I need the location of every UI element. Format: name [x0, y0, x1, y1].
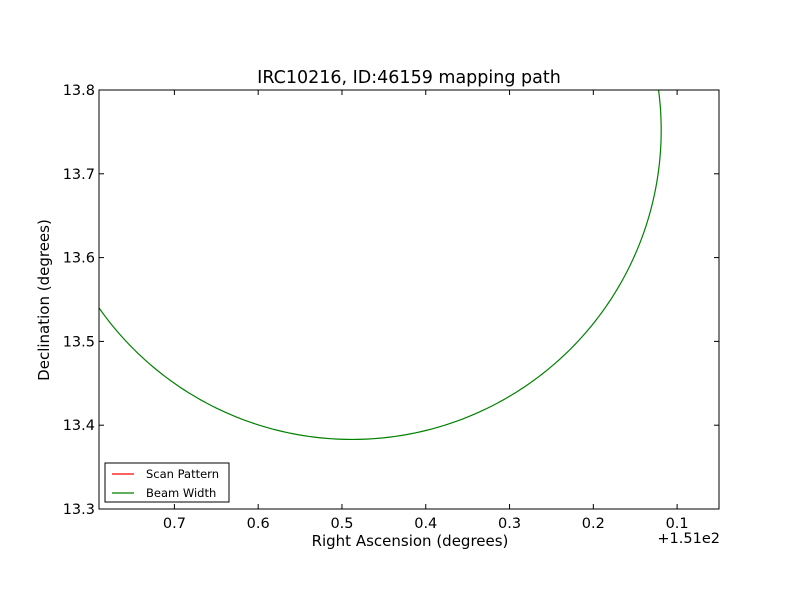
x-tick-label: 0.6 [247, 516, 270, 532]
legend-label-beam-width: Beam Width [146, 486, 216, 500]
y-tick-label: 13.5 [63, 334, 95, 350]
x-tick-label: 0.5 [330, 516, 353, 532]
x-axis-ticks: 0.7 0.6 0.5 0.4 0.3 0.2 0.1 [163, 90, 689, 532]
y-tick-label: 13.7 [63, 167, 95, 183]
series-line-beam-width [99, 90, 662, 441]
plot-area [99, 90, 719, 509]
x-tick-label: 0.4 [414, 516, 437, 532]
y-axis-label: Declination (degrees) [35, 219, 53, 381]
y-tick-label: 13.4 [63, 418, 95, 434]
x-axis-offset-label: +1.51e2 [657, 531, 720, 547]
plot-frame [98, 89, 720, 510]
series-layer [99, 90, 662, 441]
x-tick-label: 0.3 [498, 516, 521, 532]
chart-title: IRC10216, ID:46159 mapping path [257, 68, 561, 88]
legend: Scan Pattern Beam Width [104, 462, 230, 503]
x-tick-label: 0.7 [163, 516, 186, 532]
y-tick-label: 13.3 [63, 502, 95, 518]
y-tick-label: 13.6 [63, 251, 95, 267]
x-tick-label: 0.1 [666, 516, 689, 532]
legend-label-scan-pattern: Scan Pattern [146, 467, 219, 481]
y-tick-label: 13.8 [63, 83, 95, 99]
x-axis-label: Right Ascension (degrees) [312, 532, 509, 550]
y-axis-ticks: 13.3 13.4 13.5 13.6 13.7 13.8 [63, 83, 719, 518]
x-tick-label: 0.2 [582, 516, 605, 532]
legend-box [104, 462, 230, 503]
